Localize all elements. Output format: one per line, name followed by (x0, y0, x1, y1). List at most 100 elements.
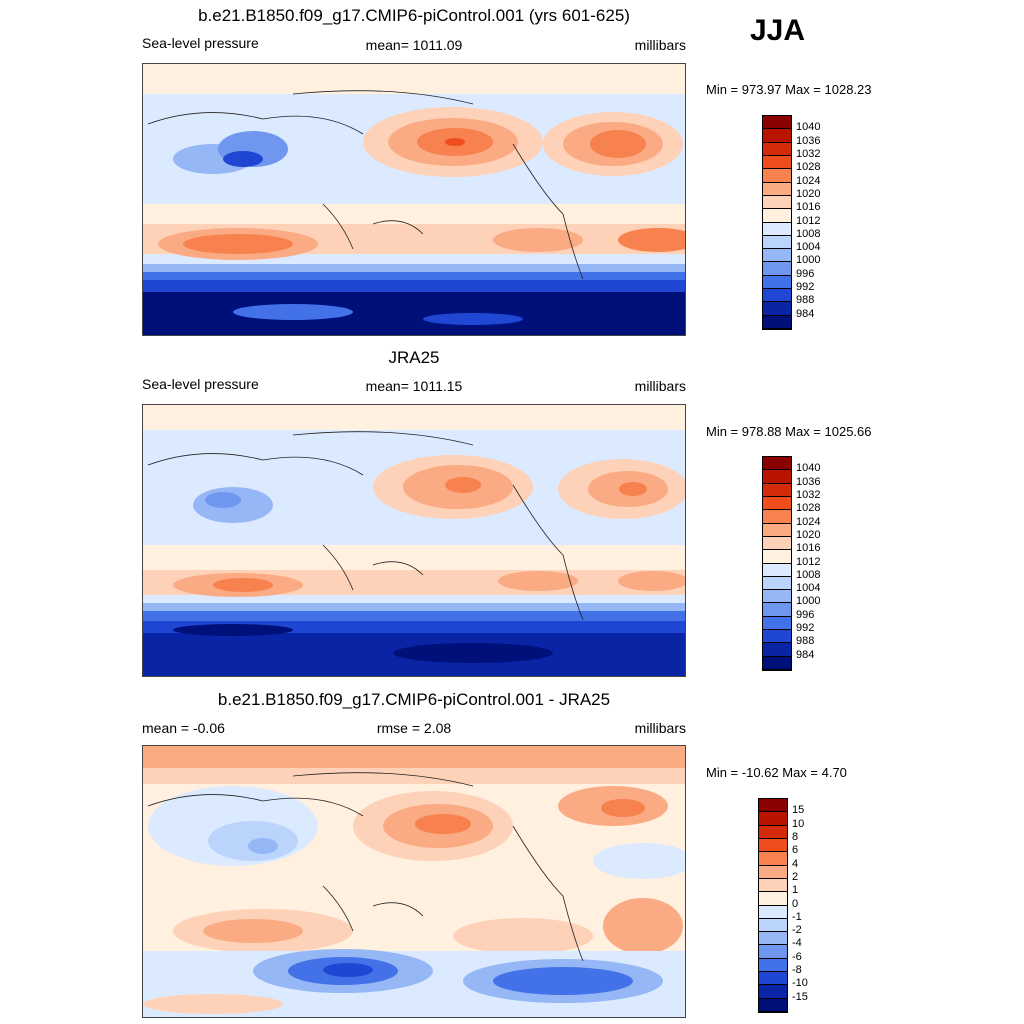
colorbar-box (759, 878, 787, 893)
colorbar-tick-label: 1032 (796, 147, 821, 160)
colorbar-box (763, 142, 791, 156)
colorbar-tick-label: 1028 (796, 161, 821, 174)
colorbar-box (763, 656, 791, 670)
panel3-map-svg (143, 746, 685, 1017)
colorbar-box (763, 483, 791, 497)
colorbar-tick-label: 1016 (796, 201, 821, 214)
colorbar-box (763, 616, 791, 631)
panel2-units-label: millibars (634, 378, 686, 394)
colorbar-tick-label: 10 (792, 817, 805, 830)
colorbar-box (763, 603, 791, 617)
colorbar-tick-label: 1012 (796, 214, 821, 227)
colorbar-box (759, 985, 787, 999)
panel1-units-label: millibars (634, 37, 686, 53)
colorbar-tick-label: 1024 (796, 174, 821, 187)
colorbar-tick-label: 1032 (796, 488, 821, 501)
colorbar-tick-label: 8 (792, 830, 799, 843)
colorbar-box (763, 470, 791, 484)
panel2-colorbar (762, 456, 792, 671)
colorbar-tick-label: 1040 (796, 462, 821, 475)
colorbar-tick-label: -1 (792, 910, 802, 923)
panel1-variable-label: Sea-level pressure (142, 35, 259, 51)
colorbar-box (763, 222, 791, 236)
colorbar-box (763, 129, 791, 143)
panel3-units-label: millibars (634, 720, 686, 736)
colorbar-box (763, 315, 791, 329)
colorbar-tick-label: 1036 (796, 134, 821, 147)
colorbar-box (763, 169, 791, 183)
colorbar-tick-label: 1028 (796, 502, 821, 515)
colorbar-box (759, 852, 787, 866)
colorbar-tick-label: 1004 (796, 582, 821, 595)
colorbar-box (759, 799, 787, 813)
colorbar-tick-label: 2 (792, 870, 799, 883)
colorbar-box (759, 812, 787, 826)
colorbar-box (759, 865, 787, 879)
colorbar-box (759, 838, 787, 853)
colorbar-tick-label: 1000 (796, 254, 821, 267)
panel1-colorbar (762, 115, 792, 330)
panel2-minmax: Min = 978.88 Max = 1025.66 (706, 424, 872, 439)
colorbar-tick-label: 992 (796, 622, 815, 635)
colorbar-box (763, 209, 791, 223)
colorbar-box (763, 550, 791, 564)
colorbar-box (759, 905, 787, 919)
panel2-title: JRA25 (388, 348, 440, 367)
colorbar-box (759, 945, 787, 959)
panel3-title: b.e21.B1850.f09_g17.CMIP6-piControl.001 … (217, 690, 611, 709)
colorbar-tick-label: 1012 (796, 555, 821, 568)
colorbar-box (763, 496, 791, 511)
colorbar-box (759, 825, 787, 839)
panel1-map (142, 63, 686, 336)
colorbar-tick-label: 1020 (796, 187, 821, 200)
colorbar-tick-label: 1 (792, 884, 799, 897)
colorbar-tick-label: 1008 (796, 227, 821, 240)
panel3-minmax: Min = -10.62 Max = 4.70 (706, 765, 847, 780)
colorbar-tick-label: 1004 (796, 241, 821, 254)
colorbar-box (763, 195, 791, 210)
colorbar-box (759, 972, 787, 986)
colorbar-box (763, 523, 791, 537)
colorbar-box (763, 643, 791, 657)
colorbar-box (763, 630, 791, 644)
colorbar-box (763, 235, 791, 250)
colorbar-tick-label: -2 (792, 924, 802, 937)
panel2-map-svg (143, 405, 685, 676)
colorbar-tick-label: 988 (796, 294, 815, 307)
panel3-mean-label: mean = -0.06 (142, 720, 225, 736)
colorbar-tick-label: 988 (796, 635, 815, 648)
colorbar-box (763, 576, 791, 591)
panel1-title: b.e21.B1850.f09_g17.CMIP6-piControl.001 … (198, 6, 630, 25)
season-label: JJA (750, 14, 806, 47)
colorbar-box (759, 998, 787, 1012)
colorbar-tick-label: 1020 (796, 528, 821, 541)
colorbar-tick-label: -6 (792, 950, 802, 963)
colorbar-tick-label: -8 (792, 964, 802, 977)
panel3-rmse-label: rmse = 2.08 (376, 720, 452, 736)
panel1-map-svg (143, 64, 685, 335)
colorbar-tick-label: 984 (796, 648, 815, 661)
colorbar-box (763, 457, 791, 471)
panel2-variable-label: Sea-level pressure (142, 376, 259, 392)
panel1-mean-label: mean= 1011.09 (365, 37, 463, 53)
colorbar-tick-label: 6 (792, 844, 799, 857)
colorbar-tick-label: 1024 (796, 515, 821, 528)
colorbar-box (763, 249, 791, 263)
panel3-colorbar (758, 798, 788, 1013)
colorbar-box (763, 536, 791, 551)
colorbar-tick-label: 1008 (796, 568, 821, 581)
colorbar-box (759, 932, 787, 946)
colorbar-tick-label: 1016 (796, 542, 821, 555)
colorbar-tick-label: 992 (796, 281, 815, 294)
panel2-mean-label: mean= 1011.15 (365, 378, 463, 394)
colorbar-box (763, 116, 791, 130)
panel3-map (142, 745, 686, 1018)
colorbar-box (763, 289, 791, 303)
colorbar-tick-label: 1036 (796, 475, 821, 488)
colorbar-tick-label: 1000 (796, 595, 821, 608)
colorbar-tick-label: -4 (792, 937, 802, 950)
colorbar-box (763, 155, 791, 170)
colorbar-box (763, 510, 791, 524)
colorbar-box (759, 918, 787, 933)
colorbar-tick-label: 996 (796, 267, 815, 280)
